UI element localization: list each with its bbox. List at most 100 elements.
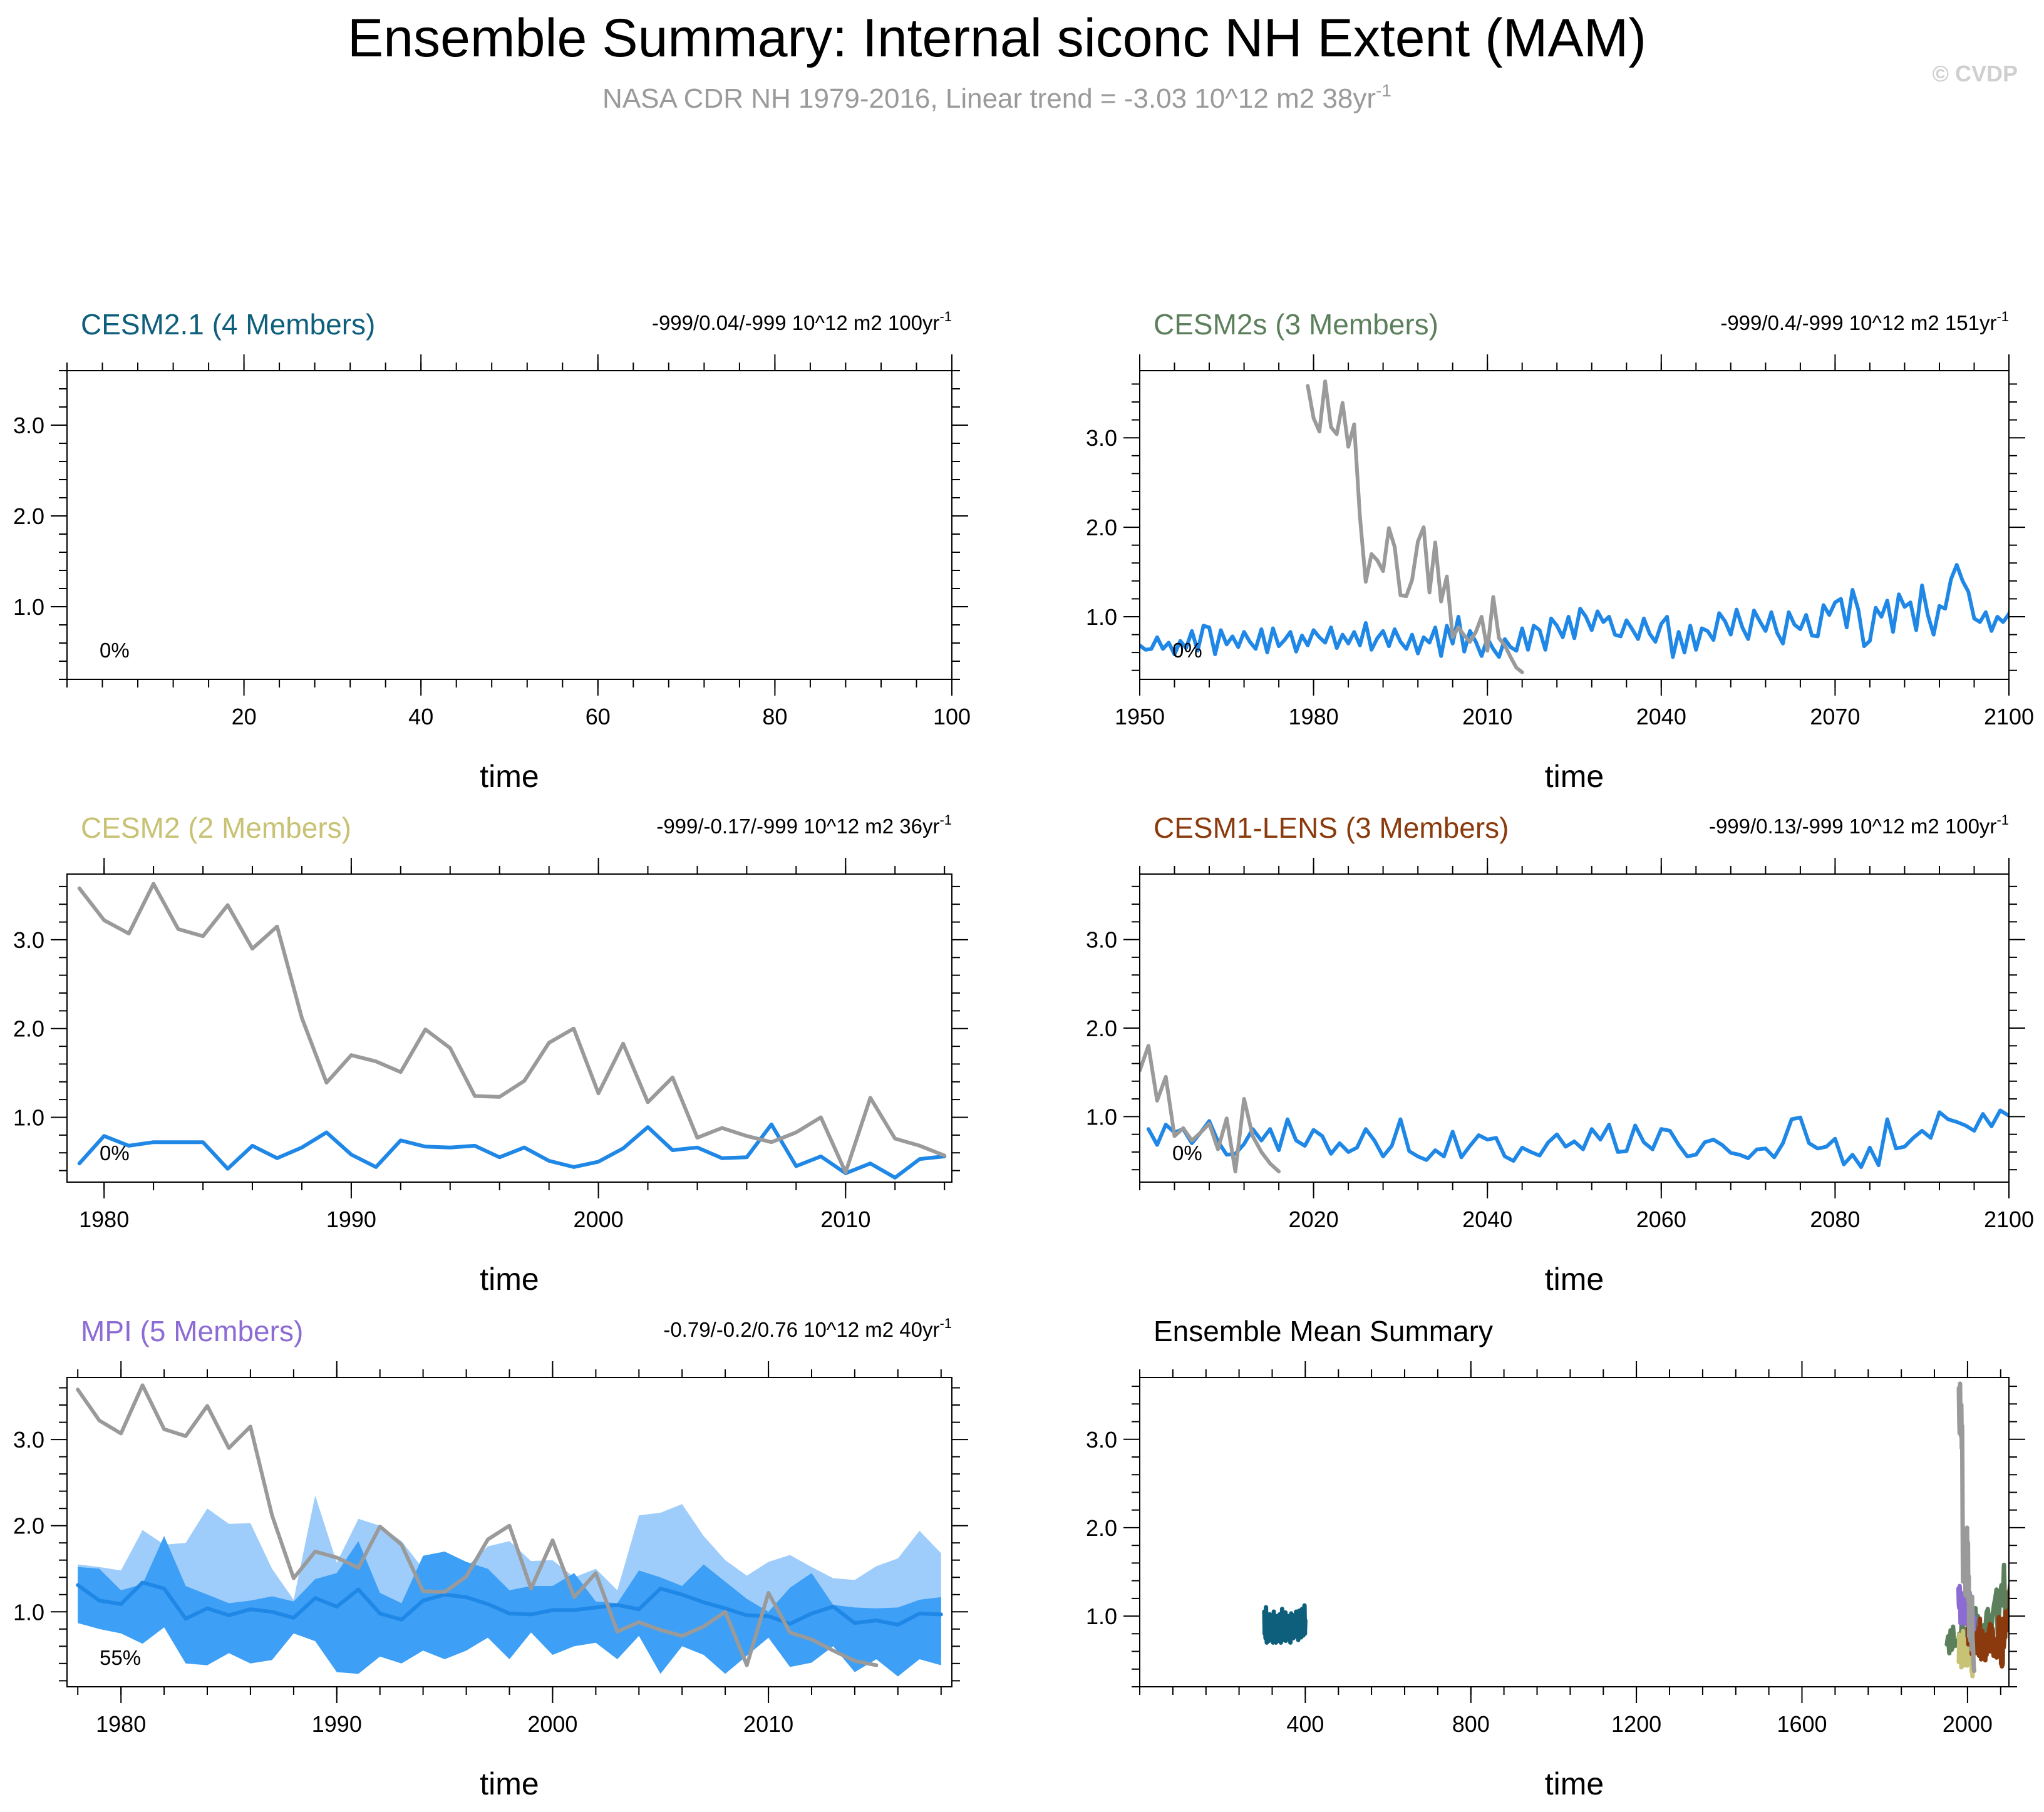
x-tick-label: 1600: [1777, 1711, 1827, 1737]
series-line-observations: [77, 882, 947, 1175]
plot-frame: [1139, 370, 2010, 680]
panel-stats-sup: -1: [939, 812, 952, 828]
y-tick-label: 2.0: [1086, 1515, 1117, 1541]
x-tick-label: 1980: [1289, 704, 1339, 729]
percentage-label: 0%: [1172, 639, 1202, 662]
series-line-observations: [1956, 1381, 1976, 1674]
x-tick-label: 1200: [1611, 1711, 1661, 1737]
y-tick-label: 3.0: [1086, 1427, 1117, 1453]
series-line-observations: [1306, 379, 1524, 674]
axis-ticks: [1123, 1361, 2025, 1703]
y-tick-label: 3.0: [13, 1427, 44, 1453]
x-tick-label: 800: [1452, 1711, 1490, 1737]
x-axis-label: time: [480, 1262, 539, 1297]
panel-stats-text: -999/0.4/-999 10^12 m2 151yr: [1720, 311, 1996, 334]
plot-area: [1140, 1044, 2009, 1173]
x-tick-label: 1990: [326, 1207, 376, 1232]
axis-ticks: [51, 354, 968, 696]
x-tick-label: 1950: [1115, 704, 1165, 729]
panel-stats: -999/0.4/-999 10^12 m2 151yr-1: [1720, 309, 2009, 334]
panel-cesm21: CESM2.1 (4 Members) -999/0.04/-999 10^12 …: [13, 308, 971, 794]
x-axis-label: time: [1545, 1766, 1604, 1801]
panel-title: CESM1-LENS (3 Members): [1154, 811, 1509, 844]
panel-summary: Ensemble Mean Summary 400 800 1200 1600 2000 1…: [1086, 1315, 2025, 1801]
series-line-ensemble-mean: [76, 1580, 943, 1627]
axis-ticks: [1123, 858, 2025, 1198]
panel-title: Ensemble Mean Summary: [1154, 1315, 1493, 1347]
series-line-ensemble-mean: [1140, 563, 2009, 659]
x-tick-label: 2100: [1984, 704, 2034, 729]
x-tick-label: 2040: [1636, 704, 1686, 729]
plot-area: [1140, 379, 2009, 674]
panel-stats: -999/-0.17/-999 10^12 m2 36yr-1: [656, 812, 952, 838]
panel-stats-sup: -1: [1996, 309, 2009, 324]
x-tick-label: 100: [933, 704, 971, 729]
x-tick-label: 60: [586, 704, 611, 729]
y-tick-label: 2.0: [13, 503, 44, 529]
x-tick-label: 2000: [527, 1711, 577, 1737]
panel-cesm2s: CESM2s (3 Members) -999/0.4/-999 10^12 m2…: [1086, 308, 2034, 794]
series-line-cesm2: [1956, 1620, 1976, 1679]
copyright-label: © CVDP: [1932, 61, 2018, 86]
x-tick-label: 2010: [1462, 704, 1512, 729]
series-line-ensemble-mean: [1146, 1108, 2009, 1169]
axis-ticks: [51, 858, 968, 1198]
panel-stats-text: -999/-0.17/-999 10^12 m2 36yr: [656, 815, 939, 838]
x-axis-label: time: [1545, 1262, 1604, 1297]
panel-mpi: MPI (5 Members) -0.79/-0.2/0.76 10^12 m2 …: [13, 1315, 968, 1801]
x-tick-label: 2070: [1810, 704, 1860, 729]
percentage-label: 0%: [100, 639, 130, 662]
y-tick-label: 2.0: [13, 1016, 44, 1042]
panel-cesm2: CESM2 (2 Members) -999/-0.17/-999 10^12 m…: [13, 811, 968, 1297]
x-tick-label: 2010: [743, 1711, 793, 1737]
x-tick-label: 1980: [96, 1711, 146, 1737]
panel-stats-sup: -1: [939, 309, 952, 324]
x-tick-label: 2100: [1984, 1207, 2034, 1232]
x-tick-label: 2010: [820, 1207, 870, 1232]
x-tick-label: 80: [762, 704, 787, 729]
y-tick-label: 1.0: [1086, 604, 1117, 630]
y-tick-label: 2.0: [1086, 1016, 1117, 1041]
panel-stats: -0.79/-0.2/0.76 10^12 m2 40yr-1: [663, 1315, 952, 1341]
panel-stats-sup: -1: [1996, 812, 2009, 828]
panel-stats: -999/0.04/-999 10^12 m2 100yr-1: [652, 309, 952, 334]
plot-area: [76, 1383, 943, 1677]
figure-subtitle: NASA CDR NH 1979-2016, Linear trend = -3…: [602, 81, 1391, 114]
plot-frame: [66, 370, 952, 680]
panel-title: CESM2s (3 Members): [1154, 308, 1438, 341]
y-tick-label: 3.0: [13, 413, 44, 438]
x-tick-label: 1980: [79, 1207, 129, 1232]
x-tick-label: 2060: [1636, 1207, 1686, 1232]
panel-title: CESM2 (2 Members): [81, 811, 351, 844]
panel-stats: -999/0.13/-999 10^12 m2 100yr-1: [1709, 812, 2009, 838]
panel-stats-text: -999/0.13/-999 10^12 m2 100yr: [1709, 815, 1996, 838]
percentage-label: 0%: [1172, 1141, 1202, 1165]
panel-cesm1: CESM1-LENS (3 Members) -999/0.13/-999 10^…: [1086, 811, 2034, 1297]
figure-title: Ensemble Summary: Internal siconc NH Ext…: [348, 8, 1646, 68]
series-line-cesm1-lens: [1966, 1583, 2009, 1669]
series-line-ensemble-mean: [77, 1122, 947, 1180]
x-axis-label: time: [480, 759, 539, 794]
x-tick-label: 1990: [312, 1711, 362, 1737]
panel-stats-text: -0.79/-0.2/0.76 10^12 m2 40yr: [663, 1318, 939, 1341]
x-axis-label: time: [480, 1766, 539, 1801]
y-tick-label: 3.0: [1086, 425, 1117, 451]
axis-ticks: [51, 1361, 968, 1703]
plot-area: [1262, 1381, 2009, 1679]
panel-title: CESM2.1 (4 Members): [81, 308, 375, 341]
plot-frame: [1139, 1377, 2010, 1687]
x-tick-label: 2000: [574, 1207, 624, 1232]
plot-area: [77, 882, 947, 1180]
series-line-observations: [1140, 1044, 1281, 1173]
series-line-observations: [76, 1383, 879, 1667]
y-tick-label: 1.0: [13, 594, 44, 620]
y-tick-label: 1.0: [13, 1105, 44, 1131]
y-tick-label: 3.0: [13, 927, 44, 953]
percentage-label: 0%: [100, 1141, 130, 1165]
figure-subtitle-text: NASA CDR NH 1979-2016, Linear trend = -3…: [602, 83, 1376, 114]
axis-ticks: [1123, 354, 2025, 696]
x-axis-label: time: [1545, 759, 1604, 794]
spread-band-inner: [78, 1536, 941, 1677]
y-tick-label: 2.0: [13, 1513, 44, 1539]
